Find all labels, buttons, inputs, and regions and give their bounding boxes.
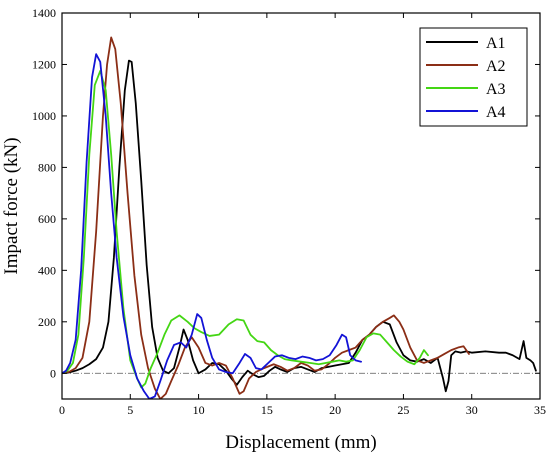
y-axis-title: Impact force (kN) — [1, 137, 22, 274]
legend-label-a2: A2 — [486, 58, 506, 75]
x-tick-label: 10 — [193, 403, 205, 417]
x-tick-label: 0 — [59, 403, 65, 417]
x-tick-label: 35 — [534, 403, 546, 417]
y-tick-label: 1000 — [32, 109, 56, 123]
legend-label-a3: A3 — [486, 81, 506, 98]
x-tick-label: 30 — [466, 403, 478, 417]
series-line-a2 — [62, 36, 470, 399]
y-tick-label: 1400 — [32, 6, 56, 20]
series-line-a3 — [62, 70, 429, 389]
y-tick-label: 400 — [38, 263, 56, 277]
series-line-a4 — [62, 53, 362, 399]
x-axis-title: Displacement (mm) — [225, 432, 376, 453]
x-tick-label: 20 — [329, 403, 341, 417]
x-tick-label: 15 — [261, 403, 273, 417]
x-tick-label: 5 — [127, 403, 133, 417]
legend-box — [419, 27, 528, 127]
plot-frame — [61, 12, 541, 400]
x-tick-label: 25 — [397, 403, 409, 417]
y-tick-label: 200 — [38, 315, 56, 329]
y-tick-label: 0 — [50, 366, 56, 380]
legend: A1 A2 A3 A4 — [419, 27, 528, 127]
y-tick-label: 1200 — [32, 57, 56, 71]
legend-label-a1: A1 — [486, 35, 506, 52]
y-tick-label: 800 — [38, 160, 56, 174]
y-tick-label: 600 — [38, 212, 56, 226]
legend-label-a4: A4 — [486, 104, 506, 121]
series-line-a1 — [62, 59, 537, 393]
